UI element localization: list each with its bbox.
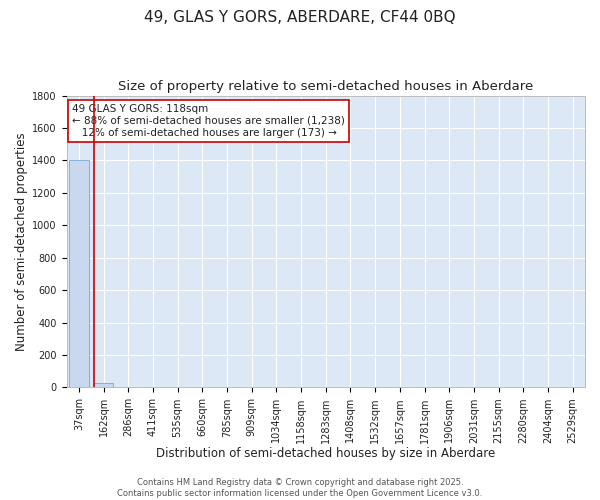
Title: Size of property relative to semi-detached houses in Aberdare: Size of property relative to semi-detach…: [118, 80, 533, 93]
Bar: [69, 160, 89, 388]
Text: Contains HM Land Registry data © Crown copyright and database right 2025.
Contai: Contains HM Land Registry data © Crown c…: [118, 478, 482, 498]
X-axis label: Distribution of semi-detached houses by size in Aberdare: Distribution of semi-detached houses by …: [156, 447, 496, 460]
Text: 49 GLAS Y GORS: 118sqm
← 88% of semi-detached houses are smaller (1,238)
   12% : 49 GLAS Y GORS: 118sqm ← 88% of semi-det…: [71, 104, 344, 138]
Y-axis label: Number of semi-detached properties: Number of semi-detached properties: [15, 132, 28, 351]
Bar: [94, 382, 113, 388]
Text: 49, GLAS Y GORS, ABERDARE, CF44 0BQ: 49, GLAS Y GORS, ABERDARE, CF44 0BQ: [144, 10, 456, 25]
